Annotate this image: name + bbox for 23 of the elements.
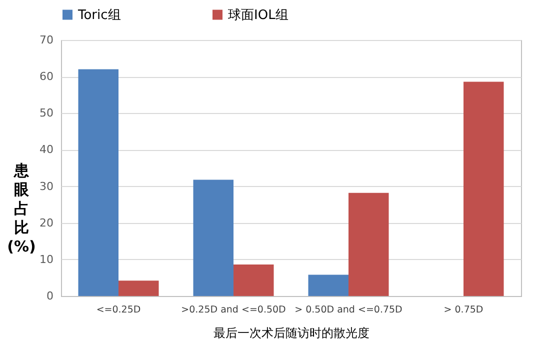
y-axis-title: 患眼占比(%) bbox=[7, 162, 36, 256]
x-tick-label: <=0.25D bbox=[96, 304, 141, 316]
bar bbox=[464, 82, 504, 296]
bar bbox=[78, 69, 118, 296]
legend-label: 球面IOL组 bbox=[228, 8, 288, 23]
x-tick-label: > 0.50D and <=0.75D bbox=[294, 304, 402, 316]
bar bbox=[118, 280, 159, 296]
bar bbox=[308, 274, 348, 296]
y-tick-label: 70 bbox=[40, 34, 54, 46]
y-tick-label: 20 bbox=[40, 216, 54, 230]
bar bbox=[234, 264, 274, 296]
x-tick-label: >0.25D and <=0.50D bbox=[181, 304, 286, 316]
x-tick-label: > 0.75D bbox=[444, 304, 484, 316]
y-tick-label: 60 bbox=[40, 70, 54, 84]
y-tick-label: 50 bbox=[40, 106, 54, 120]
x-axis-title: 最后一次术后随访时的散光度 bbox=[214, 326, 370, 340]
y-tick-label: 40 bbox=[40, 143, 54, 156]
y-tick-label: 10 bbox=[40, 252, 54, 266]
bar bbox=[348, 192, 389, 296]
y-tick-label: 30 bbox=[40, 180, 54, 193]
legend-label: Toric组 bbox=[77, 8, 121, 23]
bar bbox=[193, 180, 234, 296]
y-tick-label: 0 bbox=[46, 290, 54, 302]
